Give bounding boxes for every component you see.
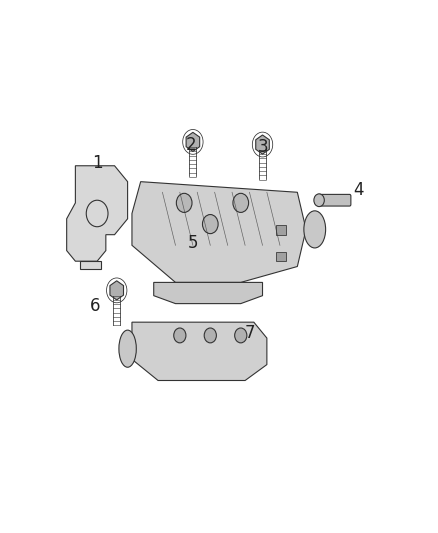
Text: 3: 3 xyxy=(257,138,268,156)
Text: 6: 6 xyxy=(90,297,100,315)
Bar xyxy=(276,252,286,261)
Polygon shape xyxy=(80,261,102,269)
Circle shape xyxy=(174,328,186,343)
Ellipse shape xyxy=(119,330,136,367)
Circle shape xyxy=(204,328,216,343)
Polygon shape xyxy=(132,182,306,282)
Circle shape xyxy=(314,194,324,207)
Text: 5: 5 xyxy=(187,233,198,252)
FancyBboxPatch shape xyxy=(318,195,351,206)
Circle shape xyxy=(202,215,218,233)
Polygon shape xyxy=(67,166,127,261)
Polygon shape xyxy=(154,282,262,304)
Text: 7: 7 xyxy=(244,324,255,342)
Circle shape xyxy=(177,193,192,213)
Polygon shape xyxy=(256,135,269,154)
Circle shape xyxy=(235,328,247,343)
Text: 2: 2 xyxy=(185,135,196,154)
Bar xyxy=(276,225,286,235)
Polygon shape xyxy=(132,322,267,381)
Polygon shape xyxy=(186,132,200,151)
Text: 4: 4 xyxy=(353,181,364,199)
Ellipse shape xyxy=(304,211,325,248)
Text: 1: 1 xyxy=(92,154,102,172)
Polygon shape xyxy=(110,281,124,300)
Circle shape xyxy=(233,193,249,213)
